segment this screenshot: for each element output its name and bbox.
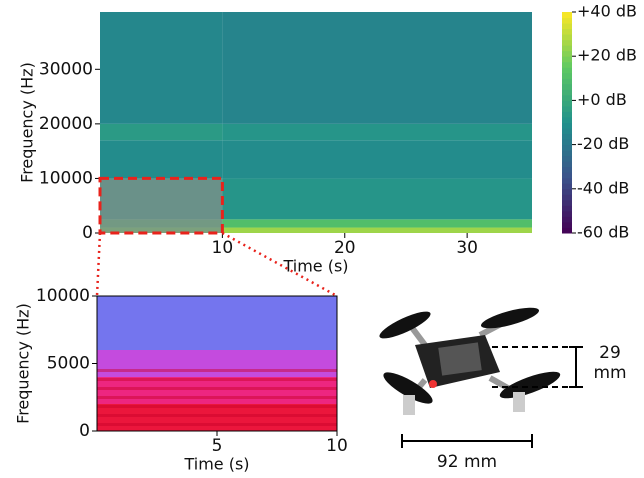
colorbar-segment xyxy=(562,67,572,74)
colorbar-segment xyxy=(562,100,572,107)
colorbar-tick-label: -20 dB xyxy=(577,134,629,153)
colorbar-segment xyxy=(562,105,572,112)
colorbar-segment xyxy=(562,116,572,123)
colorbar-tick-label: +40 dB xyxy=(577,2,637,21)
x-tick-label: 20 xyxy=(334,238,356,258)
y-tick-label: 0 xyxy=(79,421,90,441)
heatmap-cell xyxy=(100,123,223,141)
colorbar-segment xyxy=(562,144,572,151)
colorbar-segment xyxy=(562,17,572,24)
x-tick-label: 30 xyxy=(456,238,478,258)
colorbar-segment xyxy=(562,23,572,30)
zoom-connector xyxy=(221,231,338,298)
colorbar-segment xyxy=(562,78,572,85)
colorbar-segment xyxy=(562,177,572,184)
colorbar-segment xyxy=(562,194,572,201)
heatmap-cell xyxy=(222,123,532,141)
colorbar-segment xyxy=(562,45,572,52)
y-tick-label: 10000 xyxy=(36,286,90,306)
y-tick-label: 20000 xyxy=(39,114,93,134)
y-axis-label: Frequency (Hz) xyxy=(14,303,33,424)
y-tick-label: 5000 xyxy=(47,354,90,374)
heatmap-cell xyxy=(222,140,532,179)
x-axis-label: Time (s) xyxy=(282,257,348,276)
colorbar-segment xyxy=(562,39,572,46)
colorbar-segment xyxy=(562,183,572,190)
colorbar-segment xyxy=(562,122,572,129)
colorbar-tick-label: -60 dB xyxy=(577,223,629,242)
colorbar-tick-label: +0 dB xyxy=(577,90,627,109)
heatmap-cell xyxy=(222,219,532,228)
colorbar-tick-label: +20 dB xyxy=(577,46,637,65)
colorbar-segment xyxy=(562,28,572,35)
heatmap-cell xyxy=(100,140,223,179)
colorbar-segment xyxy=(562,210,572,217)
y-axis-label: Frequency (Hz) xyxy=(18,62,37,183)
zoom-overlay xyxy=(100,178,223,233)
colorbar-segment xyxy=(562,172,572,179)
x-tick-label: 10 xyxy=(326,436,348,456)
colorbar-segment xyxy=(562,111,572,118)
colorbar-segment xyxy=(562,83,572,90)
x-tick-label: 5 xyxy=(212,436,223,456)
colorbar-segment xyxy=(562,227,572,234)
colorbar-segment xyxy=(562,61,572,68)
x-tick-label: 10 xyxy=(212,238,234,258)
colorbar-segment xyxy=(562,205,572,212)
colorbar-segment xyxy=(562,155,572,162)
heatmap-cell xyxy=(222,12,532,124)
colorbar-segment xyxy=(562,221,572,228)
y-tick-label: 10000 xyxy=(39,168,93,188)
zoom-box xyxy=(98,176,224,235)
colorbar-segment xyxy=(562,150,572,157)
colorbar-segment xyxy=(562,56,572,63)
colorbar-segment xyxy=(562,72,572,79)
colorbar-segment xyxy=(562,89,572,96)
heatmap-cell xyxy=(222,227,532,233)
colorbar-segment xyxy=(562,94,572,101)
dimension-lines xyxy=(401,346,583,448)
colorbar-segment xyxy=(562,188,572,195)
colorbar-segment xyxy=(562,50,572,57)
height-label: 29 mm xyxy=(593,343,627,383)
heatmap-cell xyxy=(222,178,532,220)
colorbar-segment xyxy=(562,133,572,140)
x-axis-label: Time (s) xyxy=(183,455,249,474)
colorbar-segment xyxy=(562,161,572,168)
colorbar-segment xyxy=(562,34,572,41)
colorbar-segment xyxy=(562,166,572,173)
colorbar-segment xyxy=(562,216,572,223)
y-tick-label: 30000 xyxy=(39,59,93,79)
zoom-connector xyxy=(95,232,102,297)
colorbar-segment xyxy=(562,199,572,206)
heatmap-cell xyxy=(97,296,337,350)
colorbar-segment xyxy=(562,139,572,146)
drone-photo xyxy=(379,307,561,415)
colorbar-segment xyxy=(562,128,572,135)
heatmap-cell xyxy=(100,12,223,124)
colorbar-tick-label: -40 dB xyxy=(577,178,629,197)
width-label: 92 mm xyxy=(436,452,498,472)
y-tick-label: 0 xyxy=(82,223,93,243)
harmonic-texture xyxy=(97,363,337,431)
colorbar-segment xyxy=(562,12,572,19)
